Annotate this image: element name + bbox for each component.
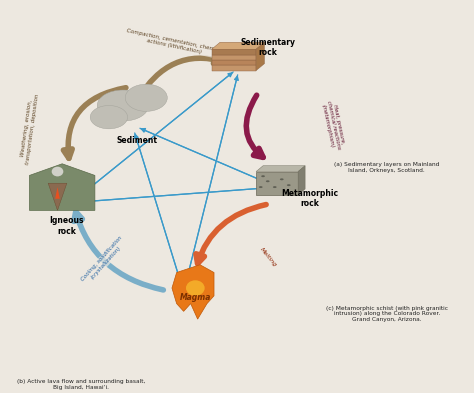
Polygon shape xyxy=(212,42,264,49)
Bar xyxy=(212,60,256,65)
Text: Sedimentary
rock: Sedimentary rock xyxy=(240,38,295,57)
Bar xyxy=(212,55,256,60)
Text: (a) Sedimentary layers on Mainland
Island, Orkneys, Scotland.: (a) Sedimentary layers on Mainland Islan… xyxy=(334,162,439,173)
Ellipse shape xyxy=(273,186,277,188)
Bar xyxy=(256,172,298,195)
Text: Igneous
rock: Igneous rock xyxy=(50,216,84,236)
Text: Cooling, solidification
(crystallization): Cooling, solidification (crystallization… xyxy=(81,235,128,286)
Text: Weathering, erosion,
transportation, deposition: Weathering, erosion, transportation, dep… xyxy=(19,93,40,165)
Ellipse shape xyxy=(266,180,270,182)
Ellipse shape xyxy=(259,186,263,188)
Polygon shape xyxy=(55,187,60,199)
Polygon shape xyxy=(256,166,305,172)
Ellipse shape xyxy=(280,178,283,180)
Text: Compaction, cementation, chemical
actions (lithification): Compaction, cementation, chemical action… xyxy=(125,28,224,59)
Ellipse shape xyxy=(125,84,167,111)
Text: (b) Active lava flow and surrounding basalt,
Big Island, Hawaiʻi.: (b) Active lava flow and surrounding bas… xyxy=(17,379,145,390)
Ellipse shape xyxy=(90,106,128,129)
Text: Melting: Melting xyxy=(258,246,277,268)
Ellipse shape xyxy=(261,175,265,177)
Text: Magma: Magma xyxy=(180,293,211,302)
Ellipse shape xyxy=(97,90,149,121)
Polygon shape xyxy=(256,42,264,71)
Ellipse shape xyxy=(186,280,205,296)
Polygon shape xyxy=(29,164,95,210)
Bar xyxy=(212,65,256,71)
Bar xyxy=(212,49,256,55)
Text: Sediment: Sediment xyxy=(117,136,157,145)
Text: Heat, pressure,
chemical reactions
(metamorphism): Heat, pressure, chemical reactions (meta… xyxy=(320,99,346,151)
Text: (c) Metamorphic schist (with pink granitic
intrusion) along the Colorado Rover.
: (c) Metamorphic schist (with pink granit… xyxy=(326,305,448,322)
Text: Metamorphic
rock: Metamorphic rock xyxy=(281,189,338,208)
Ellipse shape xyxy=(52,167,64,176)
Polygon shape xyxy=(298,166,305,195)
Polygon shape xyxy=(172,265,214,319)
Polygon shape xyxy=(48,183,67,210)
Ellipse shape xyxy=(287,184,291,186)
